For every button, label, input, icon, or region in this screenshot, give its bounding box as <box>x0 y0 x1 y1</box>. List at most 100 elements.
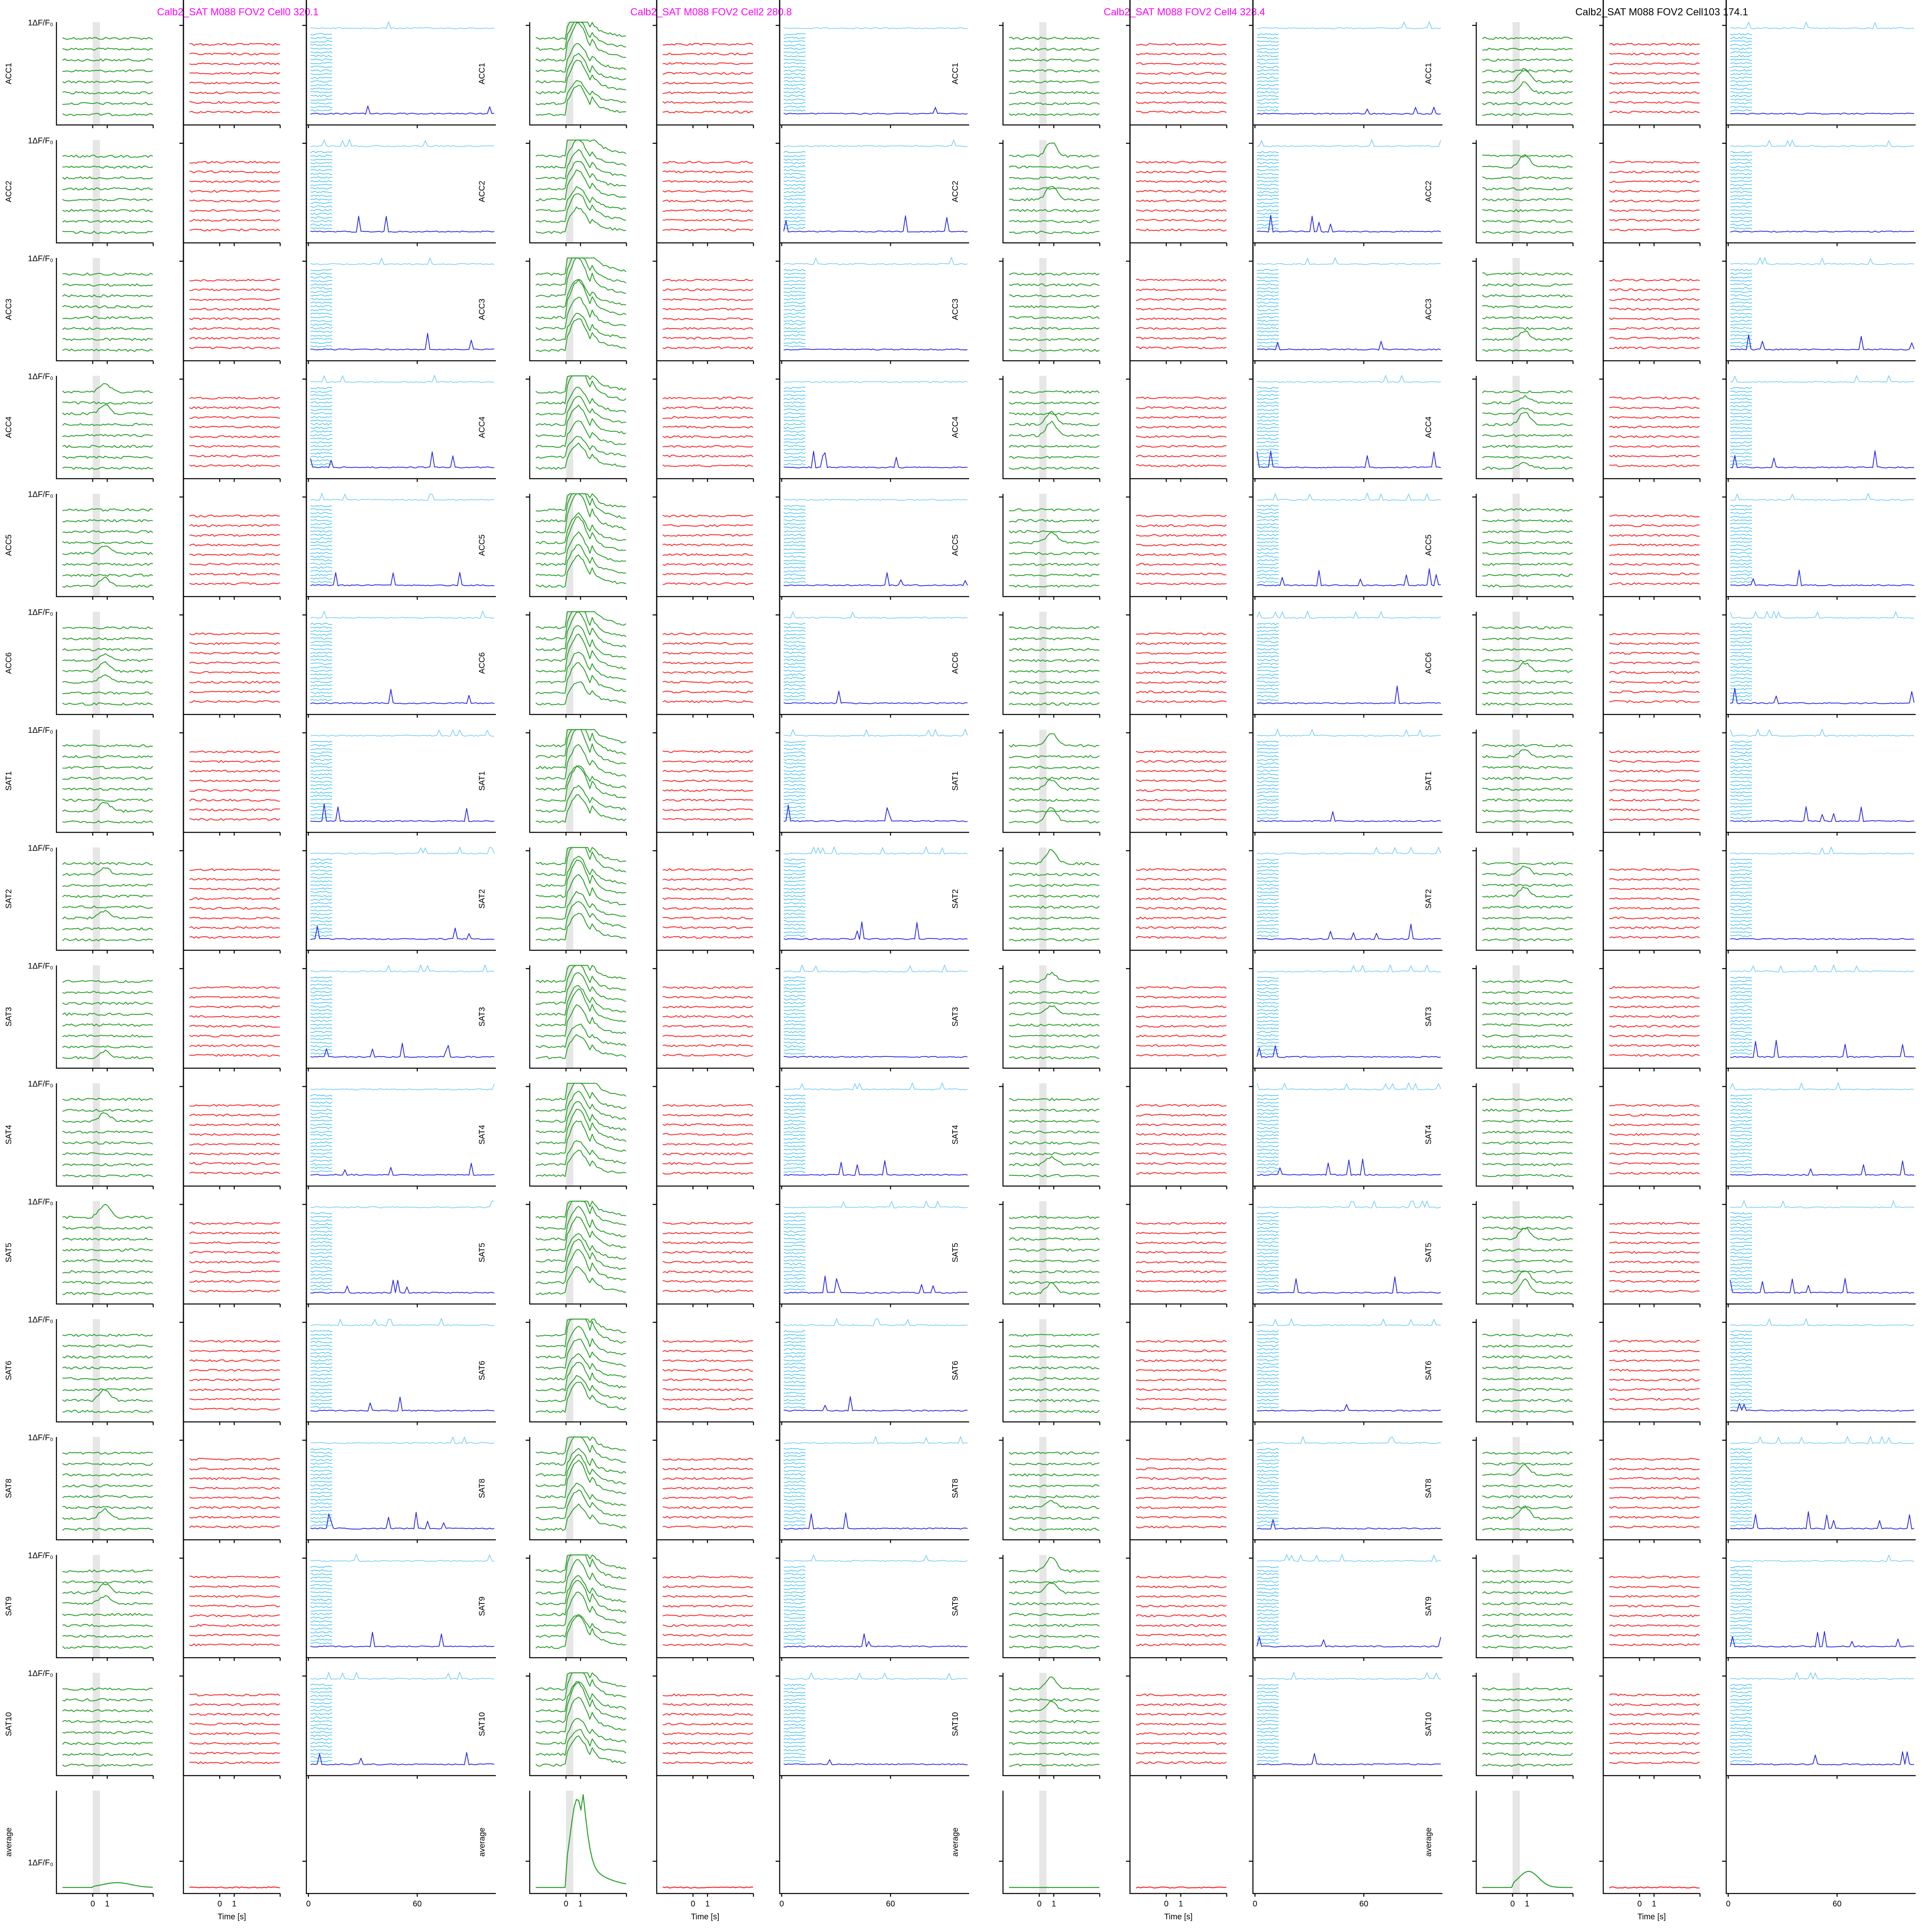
evoked-trace <box>62 316 153 319</box>
control-axes <box>1602 1388 1700 1894</box>
session-trial-trace <box>783 1288 806 1291</box>
stimulus-shade <box>1513 1083 1520 1186</box>
control-trace <box>662 200 753 202</box>
session-trial-trace <box>1730 1638 1752 1641</box>
control-trace <box>662 661 753 664</box>
control-axes <box>1602 1034 1700 1541</box>
session-trial-trace <box>783 1116 806 1118</box>
session-trial-trace <box>310 335 333 337</box>
control-trace <box>1609 317 1700 320</box>
session-trial-trace <box>310 1263 333 1265</box>
session-trial-trace <box>1257 1510 1279 1512</box>
evoked-trace <box>1009 466 1100 470</box>
evoked-trace <box>535 847 626 876</box>
cell-title: Calb2_SAT M088 FOV2 Cell4 328.4 <box>1104 6 1265 18</box>
evoked-trace <box>535 169 626 202</box>
control-trace <box>1136 171 1227 173</box>
control-trace <box>662 652 753 655</box>
session-trial-trace <box>310 187 333 190</box>
evoked-trace <box>535 405 626 437</box>
control-trace <box>1136 700 1227 703</box>
session-trial-trace <box>1730 920 1752 922</box>
session-summary-trace <box>310 216 495 233</box>
evoked-trace <box>535 1083 626 1101</box>
session-trial-trace <box>1730 1473 1752 1476</box>
cell-2: Calb2_SAT M088 FOV2 Cell4 328.4ACC1ACC2A… <box>951 0 1442 1922</box>
session-trial-trace <box>1730 412 1752 415</box>
control-trace <box>662 91 753 94</box>
session-average-trace <box>1257 1436 1441 1444</box>
session-trial-trace <box>1730 813 1752 815</box>
row-label: SAT1 <box>951 771 960 791</box>
session-trial-trace <box>310 1101 333 1104</box>
session-trial-trace <box>1257 1587 1279 1590</box>
control-trace <box>662 43 753 46</box>
session-trial-trace <box>1730 917 1752 919</box>
evoked-trace <box>1009 1602 1100 1605</box>
evoked-trace <box>535 1614 626 1638</box>
control-trace <box>1136 661 1227 665</box>
session-trial-trace <box>783 1734 806 1737</box>
session-trial-trace <box>1257 405 1279 407</box>
session-trial-trace <box>783 873 806 875</box>
control-trace <box>1609 1751 1700 1755</box>
row-label: average <box>1424 1828 1433 1857</box>
session-trial-trace <box>1257 984 1279 986</box>
session-summary-trace <box>1730 231 1914 233</box>
session-trial-trace <box>1730 1131 1752 1133</box>
row-SAT1: SAT1 <box>478 327 969 836</box>
control-trace <box>662 454 753 458</box>
session-trial-trace <box>783 408 805 411</box>
stimulus-shade <box>1039 730 1047 832</box>
control-trace <box>1136 996 1227 999</box>
control-axes <box>656 0 753 126</box>
control-trace <box>189 298 280 301</box>
control-axes <box>183 0 280 126</box>
session-trial-trace <box>783 740 806 743</box>
evoked-trace <box>62 272 153 276</box>
evoked-trace <box>62 112 153 116</box>
control-trace <box>189 760 280 763</box>
session-trial-trace <box>1730 1635 1752 1637</box>
stimulus-shade <box>93 1673 100 1776</box>
session-trial-trace <box>310 1576 333 1579</box>
session-trial-trace <box>1257 419 1279 422</box>
session-trial-trace <box>783 1330 806 1333</box>
session-trial-trace <box>310 209 333 212</box>
session-trial-trace <box>783 1399 806 1401</box>
evoked-trace <box>535 913 626 942</box>
session-summary-trace <box>1257 1753 1441 1766</box>
control-trace <box>1609 445 1700 448</box>
evoked-trace <box>1009 411 1100 426</box>
session-trial-trace <box>783 762 806 765</box>
control-trace <box>1136 878 1227 881</box>
evoked-trace <box>62 691 153 695</box>
session-trial-trace <box>1257 1635 1279 1637</box>
session-axes <box>306 1270 496 1776</box>
session-trial-trace <box>310 87 333 90</box>
session-axes <box>1725 91 1916 597</box>
session-trial-trace <box>1257 1577 1279 1579</box>
session-trial-trace <box>1730 1642 1752 1645</box>
session-trial-trace <box>1730 1108 1752 1111</box>
control-trace <box>189 110 280 114</box>
evoked-trace <box>62 1720 153 1723</box>
session-trial-trace <box>783 888 806 890</box>
session-trial-trace <box>1257 751 1279 754</box>
session-trial-trace <box>1730 1459 1752 1461</box>
control-trace <box>662 1350 753 1352</box>
session-trial-trace <box>1730 272 1752 275</box>
session-trial-trace <box>310 909 332 911</box>
evoked-axes <box>529 1555 626 1658</box>
session-trial-trace <box>1257 209 1279 212</box>
evoked-trace <box>62 980 153 983</box>
session-trial-trace <box>310 577 333 580</box>
session-trial-trace <box>1730 891 1752 894</box>
control-trace <box>1136 327 1227 330</box>
control-trace <box>189 43 280 46</box>
session-trial-trace <box>310 1687 333 1690</box>
session-trial-trace <box>783 412 806 415</box>
row-SAT4: SAT4 <box>951 680 1442 1190</box>
session-trial-trace <box>1730 877 1752 879</box>
session-trial-trace <box>783 920 806 923</box>
